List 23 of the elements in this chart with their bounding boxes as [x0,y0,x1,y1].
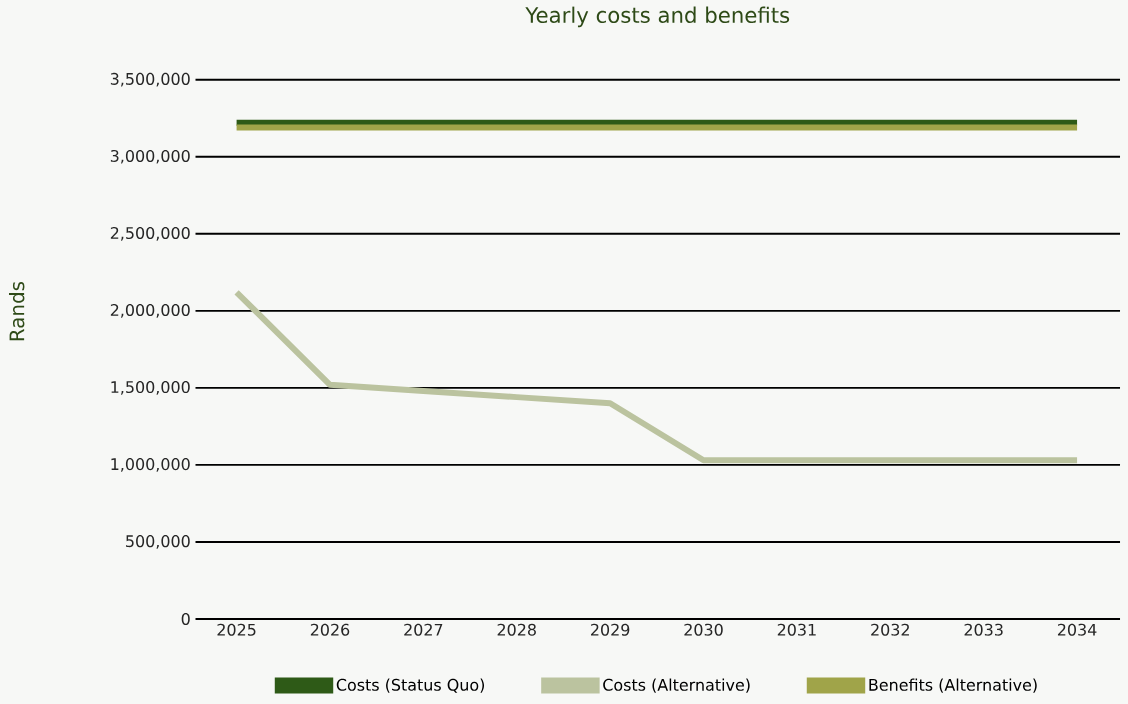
x-tick-label: 2029 [591,623,630,636]
y-tick-label: 1,500,000 [111,381,190,395]
x-tick-label: 2027 [404,623,443,636]
y-tick-label: 2,000,000 [110,303,190,318]
y-tick-label: 0 [181,612,190,626]
x-tick-label: 2030 [684,623,723,636]
x-tick-label: 2025 [217,623,256,636]
x-tick-label: 2026 [310,623,350,636]
chart-title: Yearly costs and benefits [525,6,790,28]
y-tick-label: 2,500,000 [110,226,190,241]
y-axis-title: Rands [9,281,25,341]
legend-label: Benefits (Alternative) [869,678,1037,693]
y-tick-label: 500,000 [126,535,190,549]
x-tick-label: 2028 [497,623,536,636]
x-tick-label: 2033 [964,623,1003,636]
x-tick-label: 2034 [1057,623,1097,636]
y-tick-label: 3,000,000 [110,149,190,164]
x-tick-label: 2031 [777,623,816,636]
legend-label: Costs (Status Quo) [336,678,485,693]
x-tick-label: 2032 [871,623,909,636]
legend-label: Costs (Alternative) [603,678,750,693]
y-tick-label: 1,000,000 [111,458,190,472]
y-tick-label: 3,500,000 [110,72,190,87]
